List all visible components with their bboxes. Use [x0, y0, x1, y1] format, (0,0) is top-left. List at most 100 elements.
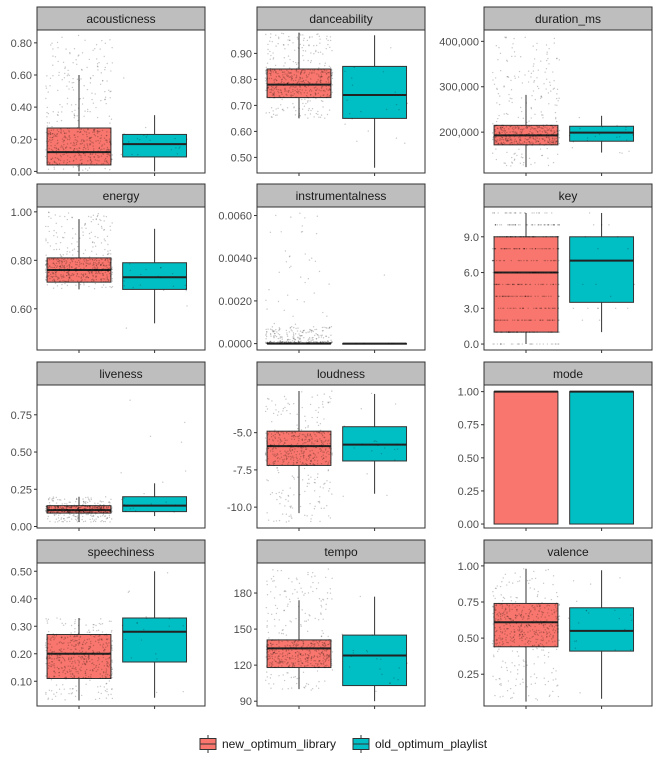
data-point — [97, 236, 99, 239]
data-point — [49, 163, 51, 166]
data-point — [513, 37, 515, 40]
data-point — [303, 337, 305, 339]
data-point — [493, 83, 496, 85]
data-point — [540, 95, 542, 98]
data-point — [84, 505, 87, 507]
data-point — [521, 153, 523, 155]
data-point — [82, 273, 85, 276]
data-point — [87, 259, 89, 262]
data-point — [52, 272, 54, 275]
data-point — [314, 440, 316, 442]
data-point — [293, 340, 296, 343]
data-point — [322, 342, 325, 344]
data-point — [85, 509, 87, 512]
data-point — [299, 86, 301, 88]
data-point — [53, 248, 55, 251]
data-point — [56, 285, 59, 287]
data-point — [546, 147, 548, 150]
data-point — [328, 487, 331, 490]
data-point — [281, 109, 284, 111]
data-point — [60, 130, 62, 132]
data-point — [499, 319, 502, 321]
data-point — [111, 278, 113, 280]
data-point — [100, 618, 102, 620]
data-point — [272, 52, 274, 54]
data-point — [72, 166, 75, 168]
data-point — [307, 109, 310, 112]
data-point — [267, 458, 269, 460]
data-point — [46, 511, 48, 513]
data-point — [537, 131, 539, 133]
data-point — [504, 271, 506, 274]
data-point — [62, 147, 64, 150]
data-point — [329, 85, 331, 88]
data-point — [306, 342, 308, 344]
data-point — [75, 275, 78, 277]
data-point — [65, 509, 67, 512]
data-point — [140, 639, 143, 641]
data-point — [289, 445, 291, 447]
data-point — [316, 476, 319, 479]
data-point — [84, 222, 87, 225]
data-point — [309, 113, 312, 115]
data-point — [545, 236, 547, 238]
data-point — [288, 39, 291, 41]
data-point — [546, 224, 549, 226]
data-point — [547, 134, 550, 136]
data-point — [302, 69, 304, 71]
data-point — [318, 35, 321, 38]
data-point — [552, 283, 554, 286]
data-point — [507, 224, 509, 226]
data-point — [307, 455, 310, 457]
data-point — [304, 70, 306, 72]
data-point — [110, 631, 113, 633]
data-point — [514, 212, 517, 214]
data-point — [58, 659, 61, 662]
data-point — [46, 125, 49, 127]
data-point — [95, 506, 98, 509]
data-point — [553, 141, 555, 143]
data-point — [57, 506, 60, 509]
data-point — [505, 136, 507, 138]
data-point — [50, 44, 52, 46]
data-point — [533, 134, 535, 136]
data-point — [330, 662, 333, 665]
data-point — [303, 105, 306, 107]
data-point — [58, 509, 61, 511]
data-point — [331, 73, 333, 75]
data-point — [541, 137, 543, 140]
data-point — [75, 267, 78, 269]
data-point — [329, 401, 331, 403]
data-point — [89, 506, 92, 509]
data-point — [621, 152, 623, 154]
data-point — [331, 341, 333, 344]
data-point — [319, 520, 321, 523]
data-point — [285, 455, 287, 457]
data-point — [110, 261, 112, 264]
data-point — [330, 453, 332, 455]
data-point — [302, 331, 304, 334]
data-point — [276, 414, 279, 416]
data-point — [88, 139, 91, 141]
data-point — [524, 74, 526, 76]
data-point — [294, 662, 296, 664]
data-point — [68, 516, 70, 518]
data-point — [305, 102, 307, 105]
data-point — [310, 52, 312, 54]
data-point — [529, 142, 532, 144]
data-point — [286, 332, 288, 334]
data-point — [55, 135, 57, 137]
data-point — [328, 327, 331, 329]
data-point — [501, 129, 503, 131]
data-point — [286, 452, 288, 454]
data-point — [292, 432, 294, 434]
data-point — [72, 274, 74, 276]
data-point — [532, 45, 534, 47]
data-point — [296, 330, 299, 332]
data-point — [265, 449, 268, 451]
data-point — [265, 78, 268, 81]
data-point — [319, 429, 322, 431]
data-point — [307, 76, 309, 78]
data-point — [498, 132, 500, 134]
